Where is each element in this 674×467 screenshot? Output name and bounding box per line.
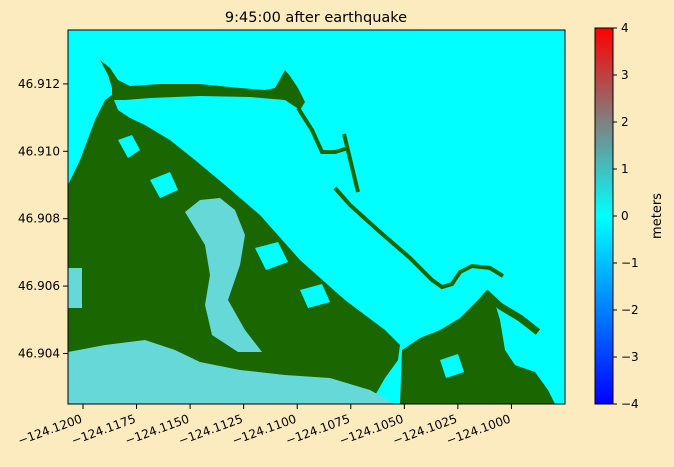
colorbar-tick-label: 4 [621, 21, 629, 35]
y-tick-label: 46.908 [18, 212, 60, 226]
north-breakwater [100, 60, 305, 110]
y-tick-label: 46.910 [18, 144, 60, 158]
plot-frame [67, 29, 566, 405]
y-tick-label: 46.906 [18, 279, 60, 293]
inlet-1 [118, 135, 140, 158]
shallow-channels [68, 198, 395, 404]
jetty-south [333, 186, 505, 290]
colorbar-tick-label: −4 [621, 397, 639, 411]
y-tick-label: 46.912 [18, 77, 60, 91]
land-holes [118, 135, 464, 378]
pond-west [68, 268, 82, 308]
inlet-5 [440, 354, 464, 378]
y-tick-label: 46.904 [18, 346, 60, 360]
plot-area [68, 30, 565, 404]
colorbar-tick-label: 0 [621, 209, 629, 223]
jetty-north [296, 106, 349, 154]
colorbar-tick-label: 2 [621, 115, 629, 129]
jetty-post [342, 133, 360, 193]
chart-title: 9:45:00 after earthquake [225, 10, 407, 26]
colorbar-tick-label: 3 [621, 68, 629, 82]
inlet-4 [300, 284, 330, 308]
colorbar-tick-label: −1 [621, 256, 639, 270]
southeast-landmass [400, 292, 555, 404]
inlet-3 [255, 242, 288, 270]
colorbar-gradient [594, 27, 614, 405]
y-axis: 46.904 46.906 46.908 46.910 46.912 [18, 77, 68, 360]
colorbar-ticks: −4 −3 −2 −1 0 1 2 3 4 [613, 21, 639, 411]
inlet-2 [150, 172, 178, 198]
colorbar-tick-label: −3 [621, 350, 639, 364]
colorbar-tick-label: 1 [621, 162, 629, 176]
colorbar-label: meters [650, 193, 665, 239]
colorbar: −4 −3 −2 −1 0 1 2 3 4 meters [594, 21, 665, 411]
jetty-southeast [482, 289, 541, 335]
colorbar-tick-label: −2 [621, 303, 639, 317]
channel-central [185, 198, 262, 352]
shallow-southwest [68, 340, 395, 404]
x-axis: −124.1200−124.1175−124.1150−124.1125−124… [16, 404, 512, 448]
